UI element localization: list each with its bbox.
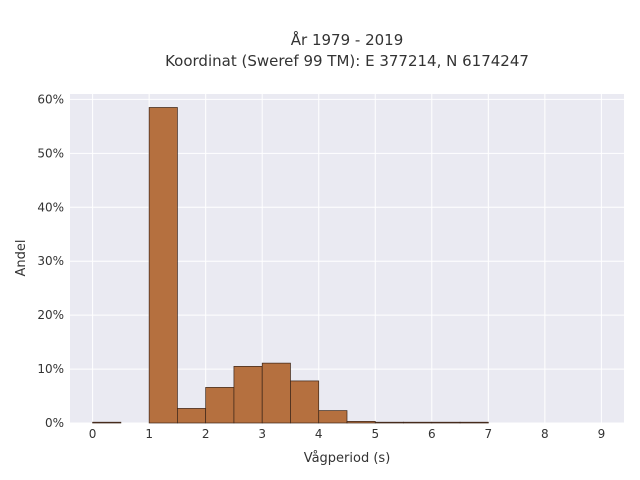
histogram-bar [177,408,207,424]
histogram-bar [92,421,122,424]
y-tick-label: 10% [37,362,64,376]
y-tick-label: 20% [37,308,64,322]
y-tick-label: 0% [45,416,64,430]
histogram-bar [459,421,489,424]
x-tick-label: 1 [145,427,153,441]
histogram-bar [290,380,320,424]
histogram-bar [374,421,404,424]
y-tick-label: 50% [37,146,64,160]
histogram-bar [205,387,235,424]
chart-title-line-1: År 1979 - 2019 [291,30,404,49]
x-tick-label: 3 [258,427,266,441]
histogram-bar [431,421,461,424]
x-tick-label: 6 [428,427,436,441]
y-axis-ticks: 0% 10% 20% 30% 40% 50% 60% [37,92,64,430]
histogram-bar [346,421,376,424]
histogram-bar [318,410,348,424]
y-tick-label: 60% [37,92,64,106]
chart-title-line-2: Koordinat (Sweref 99 TM): E 377214, N 61… [165,52,529,70]
y-axis-label: Andel [14,240,29,277]
x-tick-label: 4 [315,427,323,441]
histogram-bar [403,421,433,424]
x-tick-label: 5 [371,427,379,441]
x-tick-label: 8 [541,427,549,441]
histogram-bar [261,362,291,424]
x-axis-ticks: 0 1 2 3 4 5 6 7 8 9 [89,427,605,441]
histogram-bar [148,107,178,424]
y-tick-label: 30% [37,254,64,268]
x-tick-label: 9 [598,427,606,441]
x-tick-label: 7 [485,427,493,441]
x-axis-label: Vågperiod (s) [304,451,391,466]
x-tick-label: 2 [202,427,210,441]
x-tick-label: 0 [89,427,97,441]
histogram-bars [92,107,489,424]
y-tick-label: 40% [37,200,64,214]
histogram-bar [233,366,263,424]
